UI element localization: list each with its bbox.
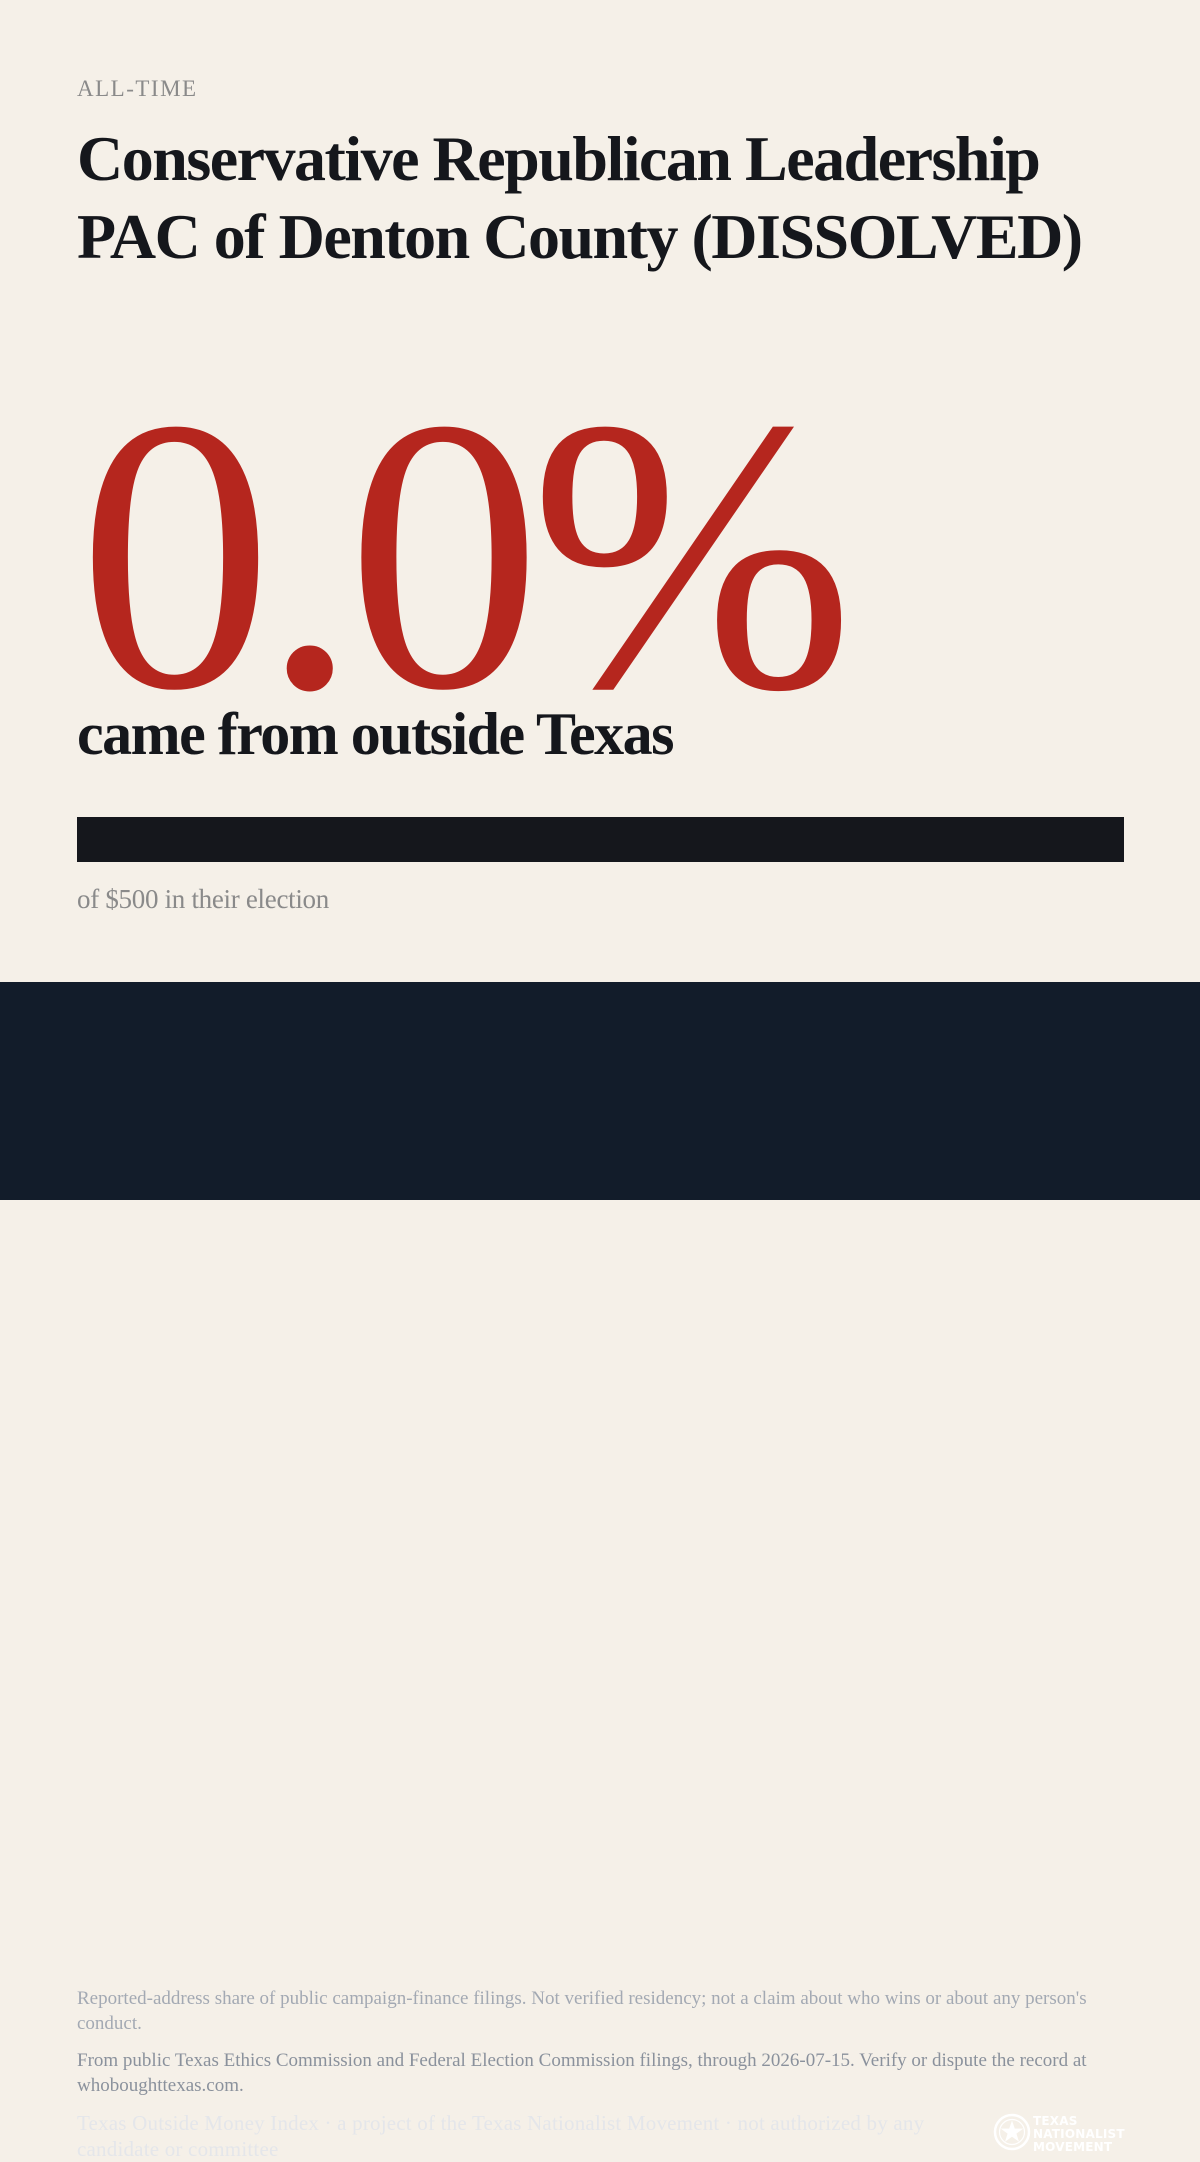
share-bar [77, 817, 1124, 862]
logo-line-3: MOVEMENT [1033, 2140, 1113, 2154]
outside-share-caption: came from outside Texas [77, 701, 675, 767]
star-seal-icon [993, 2113, 1031, 2151]
disclaimer-text: Reported-address share of public campaig… [77, 1988, 1087, 2034]
committee-name-title: Conservative Republican Leadership PAC o… [77, 123, 1083, 272]
credit-text: Texas Outside Money Index · a project of… [77, 2111, 925, 2161]
source-text: From public Texas Ethics Commission and … [77, 2050, 1087, 2096]
footer: Reported-address share of public campaig… [0, 982, 1200, 2161]
time-range-label: ALL-TIME [77, 76, 198, 101]
outside-share-percent: 0.0% [78, 339, 854, 771]
logo-line-1: TEXAS [1033, 2114, 1078, 2128]
tnm-logo: TEXAS NATIONALIST MOVEMENT [993, 2113, 1133, 2157]
logo-wordmark: TEXAS NATIONALIST MOVEMENT [1033, 2115, 1133, 2154]
main-panel: ALL-TIME Conservative Republican Leaders… [0, 0, 1200, 982]
total-raised-label: of $500 in their election [77, 884, 329, 914]
logo-line-2: NATIONALIST [1033, 2127, 1125, 2141]
